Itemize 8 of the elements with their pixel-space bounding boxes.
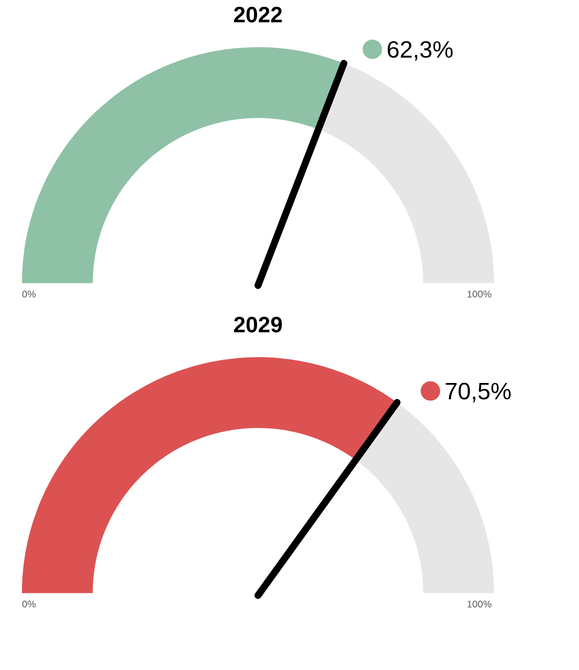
text: 0%	[22, 290, 36, 298]
legend-label: 62,3%	[388, 41, 453, 61]
chart-title: 2029	[234, 316, 282, 332]
text: 100%	[468, 600, 492, 608]
chart-title: 2022	[234, 6, 282, 22]
legend-label: 70,5%	[446, 382, 511, 402]
text: 100%	[468, 290, 492, 298]
text: 0%	[22, 600, 36, 608]
